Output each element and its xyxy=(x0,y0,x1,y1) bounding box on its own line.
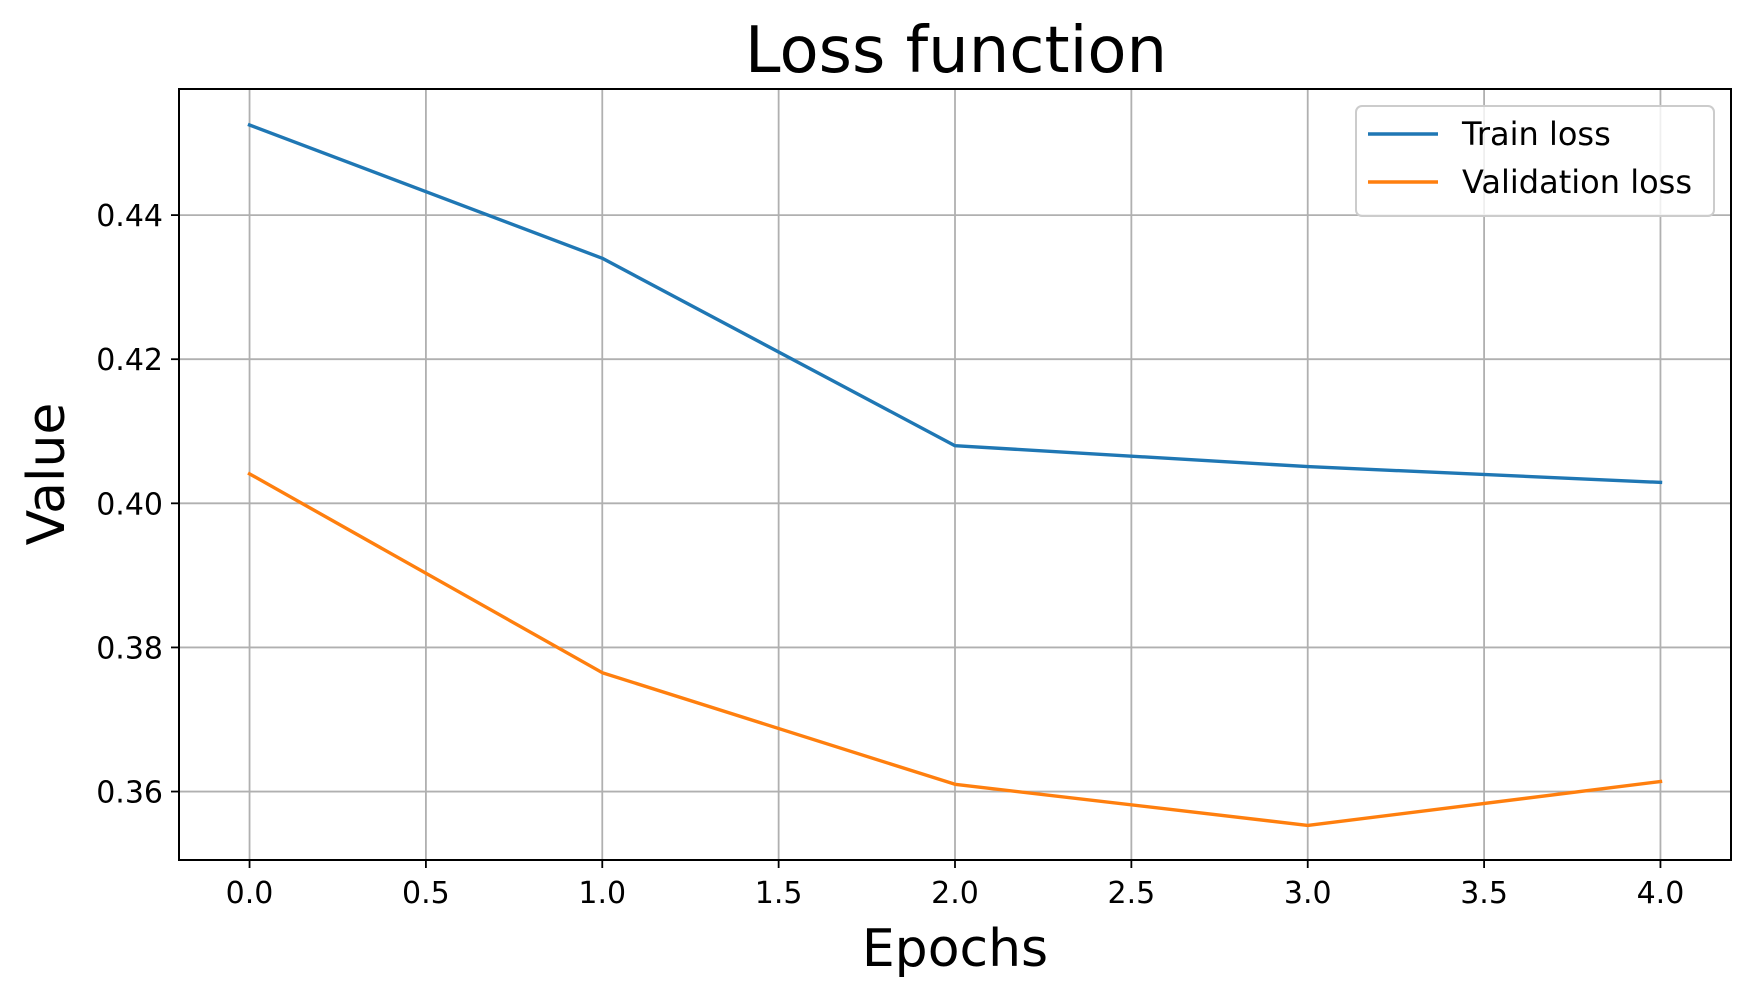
y-tick-label: 0.40 xyxy=(96,487,163,522)
ticks: 0.0 0.5 1.0 1.5 2.0 2.5 3.0 3.5 4.0 0.36 0.38 0.40 0… xyxy=(96,199,1684,911)
x-tick-label: 3.5 xyxy=(1460,876,1508,911)
x-tick-label: 0.5 xyxy=(402,876,450,911)
series-lines xyxy=(247,122,1663,828)
x-tick-label: 1.5 xyxy=(755,876,803,911)
x-tick-label: 1.0 xyxy=(578,876,626,911)
legend-label: Train loss xyxy=(1461,115,1611,153)
x-tick-label: 2.5 xyxy=(1108,876,1156,911)
series-line-train-loss xyxy=(247,122,1663,485)
x-tick-label: 4.0 xyxy=(1637,876,1685,911)
legend-box xyxy=(1355,105,1715,217)
y-tick-label: 0.38 xyxy=(96,631,163,666)
x-axis-label: Epochs xyxy=(862,919,1048,979)
legend-label: Validation loss xyxy=(1462,163,1692,201)
chart-title: Loss function xyxy=(745,14,1167,88)
y-tick-label: 0.36 xyxy=(96,776,163,811)
y-tick-label: 0.44 xyxy=(96,199,163,234)
x-tick-label: 0.0 xyxy=(226,876,274,911)
x-tick-label: 3.0 xyxy=(1284,876,1332,911)
legend: Train loss Validation loss xyxy=(1355,105,1715,217)
y-tick-label: 0.42 xyxy=(96,343,163,378)
x-tick-label: 2.0 xyxy=(931,876,979,911)
y-axis-label: Value xyxy=(17,403,77,546)
series-line-validation-loss xyxy=(247,471,1663,828)
